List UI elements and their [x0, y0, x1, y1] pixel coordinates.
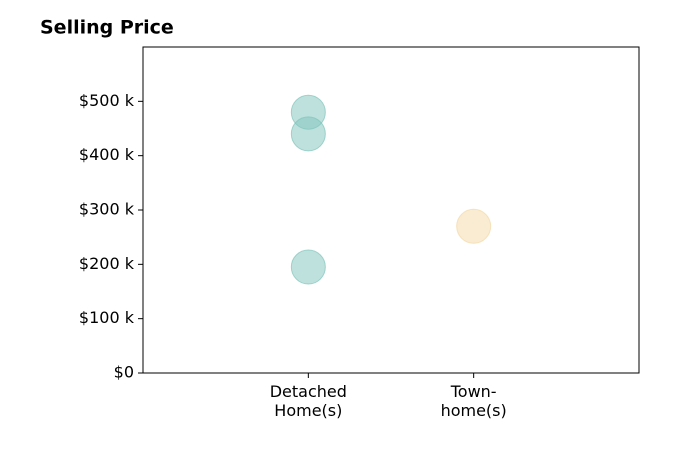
- plot-frame: [142, 46, 640, 374]
- y-tick-label: $200 k: [79, 254, 135, 273]
- x-tick-label: Detached Home(s): [269, 382, 347, 420]
- y-tick-label: $300 k: [79, 200, 135, 219]
- point: [290, 116, 326, 152]
- point: [456, 208, 492, 244]
- y-tick-label: $0: [114, 363, 134, 382]
- y-tick-label: $100 k: [79, 308, 135, 327]
- point: [290, 249, 326, 285]
- y-tick-label: $500 k: [79, 91, 135, 110]
- chart-title: Selling Price: [40, 17, 174, 39]
- y-tick-label: $400 k: [79, 145, 135, 164]
- x-tick-label: Town- home(s): [440, 382, 507, 420]
